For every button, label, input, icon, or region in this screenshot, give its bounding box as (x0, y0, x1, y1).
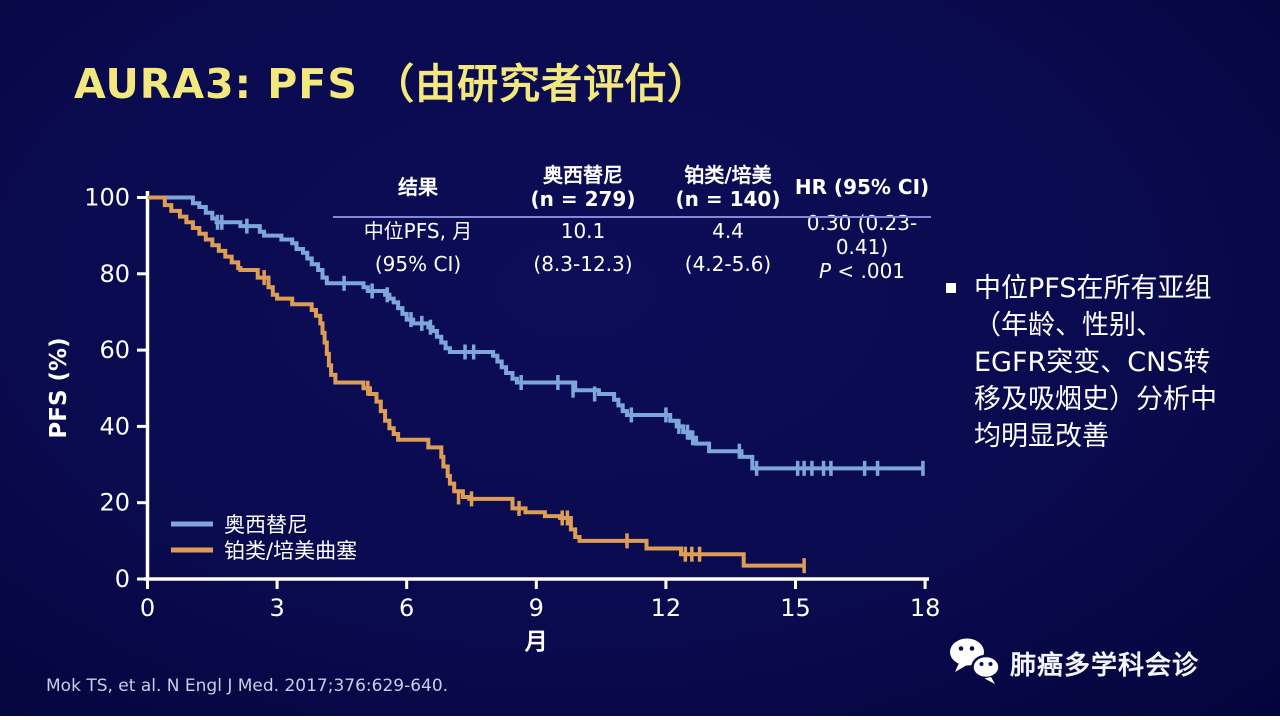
slide-title: AURA3: PFS （由研究者评估） (74, 60, 710, 108)
y-tick-label: 40 (99, 412, 130, 440)
x-tick-label: 0 (140, 594, 155, 622)
table-header-hr: HR (95% CI) (794, 175, 930, 199)
hr-value: 0.30 (0.23-0.41) (806, 211, 918, 259)
y-tick-label: 0 (115, 565, 130, 593)
x-tick-label: 3 (269, 594, 284, 622)
hr-cell: 0.30 (0.23-0.41) P < .001 (793, 211, 931, 283)
side-note-text: 中位PFS在所有亚组（年龄、性别、EGFR突变、CNS转移及吸烟史）分析中均明显… (974, 273, 1217, 452)
x-tick-label: 6 (399, 594, 414, 622)
x-tick-label: 18 (910, 594, 941, 622)
median-pfs-osimertinib: 10.1 (560, 218, 606, 243)
bottom-border (0, 716, 1280, 720)
side-note: 中位PFS在所有亚组（年龄、性别、EGFR突变、CNS转移及吸烟史）分析中均明显… (946, 270, 1236, 455)
results-table: 结果 奥西替尼 (n = 279) 铂类/培美 (n = 140) HR (95… (333, 160, 931, 283)
p-value-line: P < .001 (818, 259, 906, 283)
y-axis-label: PFS (%) (46, 337, 72, 438)
x-tick-label: 15 (780, 594, 811, 622)
x-tick-label: 12 (651, 594, 682, 622)
citation-text: Mok TS, et al. N Engl J Med. 2017;376:62… (46, 676, 449, 696)
bullet-square-icon (946, 283, 956, 293)
table-header-chemo: 铂类/培美 (n = 140) (675, 163, 781, 211)
table-header-osimertinib: 奥西替尼 (n = 279) (530, 163, 636, 211)
wechat-icon (948, 636, 1002, 690)
ci-label: (95% CI) (374, 251, 462, 276)
y-tick-label: 20 (99, 489, 130, 517)
table-header-outcome: 结果 (398, 175, 438, 199)
x-axis-label: 月 (524, 629, 548, 655)
median-pfs-chemo: 4.4 (712, 218, 744, 243)
ci-chemo: (4.2-5.6) (684, 251, 772, 276)
wechat-label: 肺癌多学科会诊 (1010, 650, 1200, 681)
median-pfs-label: 中位PFS, 月 (363, 218, 473, 243)
x-tick-label: 9 (529, 594, 544, 622)
km-curve-1 (147, 195, 805, 568)
table-header-divider (333, 216, 931, 218)
y-tick-label: 80 (99, 260, 130, 288)
y-tick-label: 60 (99, 336, 130, 364)
ci-osimertinib: (8.3-12.3) (533, 251, 633, 276)
y-tick-label: 100 (84, 184, 130, 212)
legend-label-0: 奥西替尼 (224, 513, 308, 537)
wechat-badge: 肺癌多学科会诊 (948, 636, 1199, 690)
legend-label-1: 铂类/培美曲塞 (224, 539, 357, 563)
